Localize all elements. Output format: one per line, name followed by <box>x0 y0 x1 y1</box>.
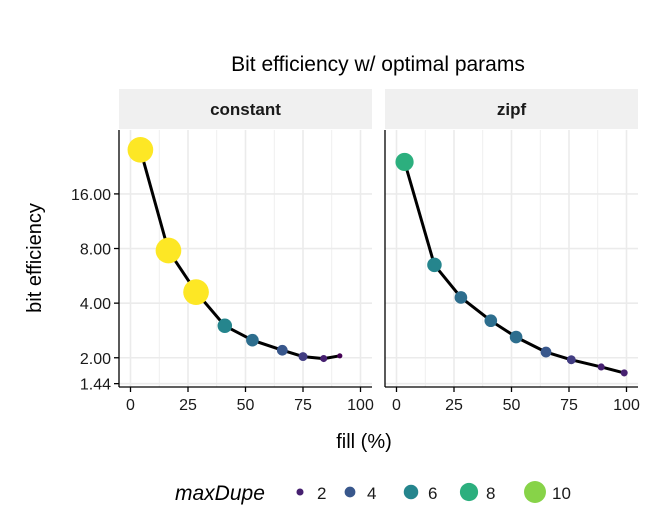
legend-key-8 <box>459 482 479 502</box>
chart-title: Bit efficiency w/ optimal params <box>231 53 525 76</box>
facet-strip <box>119 89 372 129</box>
x-tick-label: 25 <box>445 397 463 414</box>
data-point <box>484 314 498 328</box>
x-tick-label: 50 <box>503 397 521 414</box>
data-point <box>276 344 288 356</box>
legend-title: maxDupe <box>175 482 265 505</box>
legend-key-4 <box>344 486 356 498</box>
legend-key-6 <box>403 484 419 500</box>
x-tick-label: 50 <box>237 397 255 414</box>
data-point <box>566 355 576 365</box>
facet-strip-label: constant <box>210 100 281 119</box>
data-point <box>246 333 259 347</box>
x-tick-label: 25 <box>179 397 197 414</box>
x-tick-label: 100 <box>347 397 374 414</box>
legend-label-6: 6 <box>428 484 437 503</box>
x-tick-label: 75 <box>560 397 578 414</box>
y-tick-label: 1.44 <box>80 377 111 394</box>
data-point <box>155 237 182 264</box>
y-tick-label: 4.00 <box>80 296 111 313</box>
legend-label-4: 4 <box>367 484 376 503</box>
facet-panel-constant: constant 0 25 50 75 100 1.44 2.00 4.00 8.00 16.00 <box>71 89 374 414</box>
data-point <box>597 363 605 371</box>
facet-strip-label: zipf <box>497 100 527 119</box>
x-tick-label: 0 <box>392 397 401 414</box>
y-axis-label: bit efficiency <box>24 203 46 313</box>
data-point <box>183 279 209 305</box>
x-tick-label: 100 <box>613 397 640 414</box>
legend: maxDupe 2 4 6 8 10 <box>175 481 571 505</box>
y-tick-label: 2.00 <box>80 351 111 368</box>
legend-label-10: 10 <box>552 484 571 503</box>
x-axis-label: fill (%) <box>336 431 392 453</box>
x-tick-label: 75 <box>294 397 312 414</box>
legend-key-10 <box>524 481 546 503</box>
legend-label-8: 8 <box>486 484 495 503</box>
data-point <box>540 346 552 358</box>
legend-key-2 <box>296 488 304 496</box>
data-point <box>298 352 308 362</box>
data-point <box>337 353 343 359</box>
y-tick-label: 16.00 <box>71 187 111 204</box>
data-point <box>454 291 468 304</box>
data-point <box>320 355 328 363</box>
grid-lines <box>119 130 372 387</box>
legend-label-2: 2 <box>317 484 326 503</box>
y-tick-label: 8.00 <box>80 242 111 259</box>
facet-strip <box>385 89 638 129</box>
data-point <box>620 369 628 377</box>
data-point <box>395 152 414 172</box>
grid-lines <box>385 130 638 387</box>
facet-panels: constant 0 25 50 75 100 1.44 2.00 4.00 8.00 16.00 z… <box>71 89 640 414</box>
x-tick-label: 0 <box>126 397 135 414</box>
data-point <box>217 318 233 334</box>
data-point <box>127 136 154 163</box>
data-point <box>427 257 442 273</box>
data-point <box>509 330 523 344</box>
facet-panel-zipf: zipf 0 25 50 75 100 <box>384 89 640 414</box>
